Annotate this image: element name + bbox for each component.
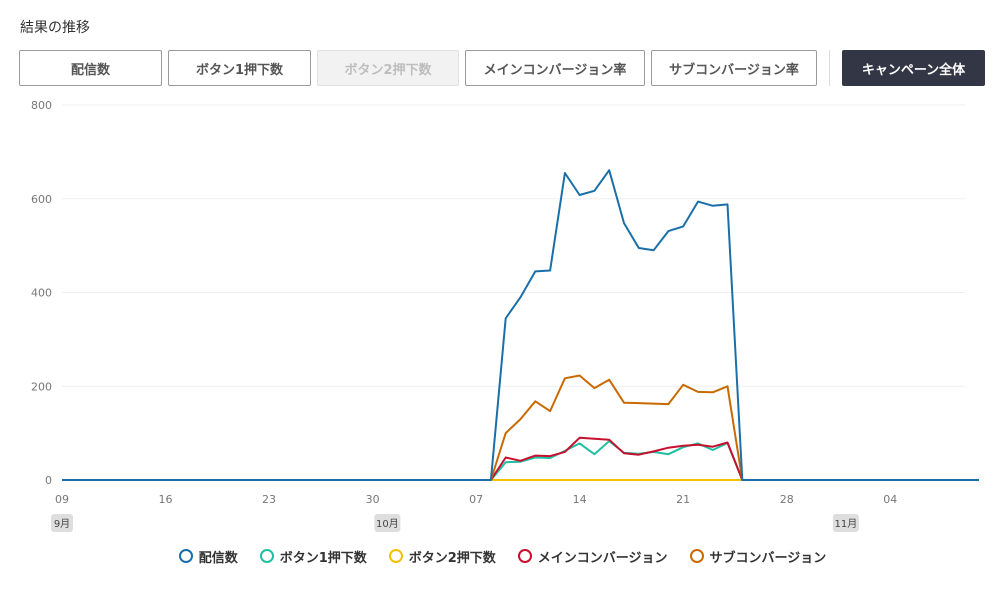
tab-separator	[829, 50, 830, 86]
legend-circle-icon	[689, 549, 704, 563]
tab-campaign-overall[interactable]: キャンペーン全体	[842, 50, 985, 86]
legend-label: ボタン1押下数	[279, 550, 367, 566]
series-line-4	[62, 374, 979, 481]
x-tick-label: 23	[262, 493, 276, 506]
series-line-3	[62, 436, 979, 481]
metric-tab-bar: 配信数 ボタン1押下数 ボタン2押下数 メインコンバージョン率 サブコンバージョ…	[19, 50, 985, 86]
legend-circle-icon	[178, 549, 193, 563]
tab-button2-press-count[interactable]: ボタン2押下数	[317, 50, 459, 86]
chart-legend: 配信数 ボタン1押下数 ボタン2押下数 メインコンバージョン サブコンバージョン	[0, 546, 1005, 566]
tab-main-conversion-rate[interactable]: メインコンバージョン率	[465, 50, 645, 86]
month-badge	[832, 514, 859, 532]
legend-circle-icon	[259, 549, 274, 563]
y-tick-label: 800	[31, 99, 52, 112]
legend-label: メインコンバージョン	[537, 550, 668, 566]
month-label: 11月	[835, 518, 858, 530]
x-tick-label: 16	[159, 493, 173, 506]
series-line-0	[62, 169, 979, 481]
x-tick-label: 14	[573, 493, 587, 506]
x-tick-label: 07	[469, 493, 483, 506]
legend-item[interactable]: ボタン2押下数	[388, 546, 496, 566]
tab-button1-press-count[interactable]: ボタン1押下数	[168, 50, 311, 86]
y-tick-label: 600	[31, 193, 52, 206]
tab-delivery-count[interactable]: 配信数	[19, 50, 162, 86]
x-tick-label: 21	[676, 493, 690, 506]
tab-sub-conversion-rate[interactable]: サブコンバージョン率	[651, 50, 817, 86]
legend-item[interactable]: メインコンバージョン	[517, 546, 668, 566]
legend-circle-icon	[517, 549, 532, 563]
y-tick-label: 0	[45, 474, 52, 487]
results-title: 結果の推移	[20, 20, 90, 36]
month-badge	[51, 514, 73, 532]
line-chart: 0 200 400 600 800 09 16 23 30 07 14 21 28 04 9月 10月 11月	[31, 99, 979, 532]
month-label: 10月	[376, 518, 399, 530]
legend-label: サブコンバージョン	[709, 550, 827, 566]
legend-label: 配信数	[198, 550, 238, 566]
month-label: 9月	[54, 518, 70, 530]
legend-item[interactable]: サブコンバージョン	[689, 546, 827, 566]
month-badge	[374, 514, 401, 532]
legend-item[interactable]: ボタン1押下数	[259, 546, 367, 566]
x-tick-label: 04	[883, 493, 897, 506]
legend-label: ボタン2押下数	[408, 550, 496, 566]
y-tick-label: 200	[31, 380, 52, 393]
x-tick-label: 30	[366, 493, 380, 506]
legend-circle-icon	[388, 549, 403, 563]
y-tick-label: 400	[31, 287, 52, 300]
x-tick-label: 09	[55, 493, 69, 506]
x-tick-label: 28	[780, 493, 794, 506]
legend-item[interactable]: 配信数	[178, 546, 238, 566]
